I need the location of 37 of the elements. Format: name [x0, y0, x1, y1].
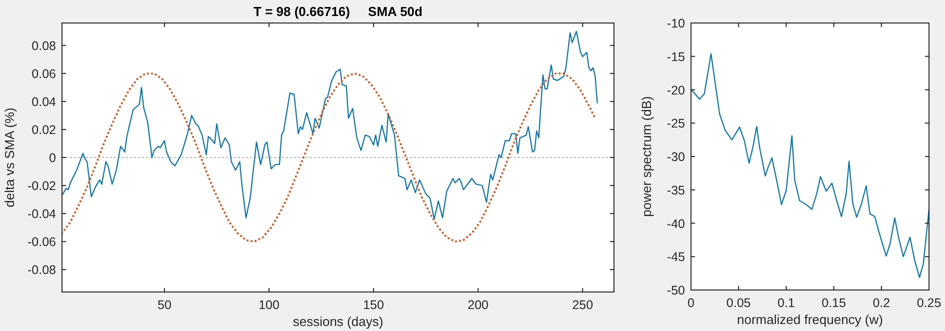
x-tick-label: 0.15 — [822, 296, 846, 310]
y-tick-label: 0.04 — [32, 94, 56, 109]
y-tick-label: -0.02 — [28, 179, 56, 194]
x-tick-label: 0.2 — [872, 296, 890, 310]
y-tick-label: -30 — [666, 150, 686, 164]
x-axis-title: sessions (days) — [292, 314, 384, 329]
x-tick-label: 0.1 — [778, 296, 795, 310]
x-tick-label: 150 — [363, 298, 384, 312]
x-tick-label: 0 — [688, 296, 695, 310]
y-tick-label: -0.08 — [28, 263, 56, 278]
y-tick-label: -25 — [666, 116, 686, 131]
x-axis-title: normalized frequency (w) — [737, 312, 883, 327]
x-tick-label: 0.05 — [726, 296, 751, 310]
y-tick-label: -10 — [666, 16, 686, 30]
y-tick-label: -35 — [666, 183, 686, 198]
y-tick-label: -15 — [666, 50, 686, 64]
x-tick-label: 250 — [572, 298, 594, 312]
y-tick-label: -50 — [666, 284, 686, 298]
y-tick-label: 0.02 — [32, 122, 56, 137]
x-tick-label: 0.25 — [916, 296, 942, 310]
y-tick-label: -0.04 — [28, 207, 56, 222]
y-tick-label: -40 — [666, 216, 686, 231]
y-tick-label: 0.08 — [32, 38, 56, 53]
y-axis-title: power spectrum (dB) — [639, 96, 654, 217]
x-tick-label: 100 — [258, 298, 280, 312]
x-tick-label: 50 — [158, 298, 172, 312]
y-tick-label: -20 — [666, 83, 686, 98]
line-series — [691, 53, 929, 278]
y-tick-label: -0.06 — [28, 235, 56, 250]
y-tick-label: 0.06 — [32, 66, 56, 81]
y-tick-label: -45 — [666, 250, 686, 264]
y-axis-title: delta vs SMA (%) — [2, 108, 17, 208]
y-tick-label: 0 — [49, 151, 56, 165]
line-series — [62, 30, 598, 220]
line-series — [62, 72, 596, 243]
x-tick-label: 200 — [468, 298, 489, 312]
chart-title: T = 98 (0.66716) SMA 50d — [254, 4, 423, 19]
